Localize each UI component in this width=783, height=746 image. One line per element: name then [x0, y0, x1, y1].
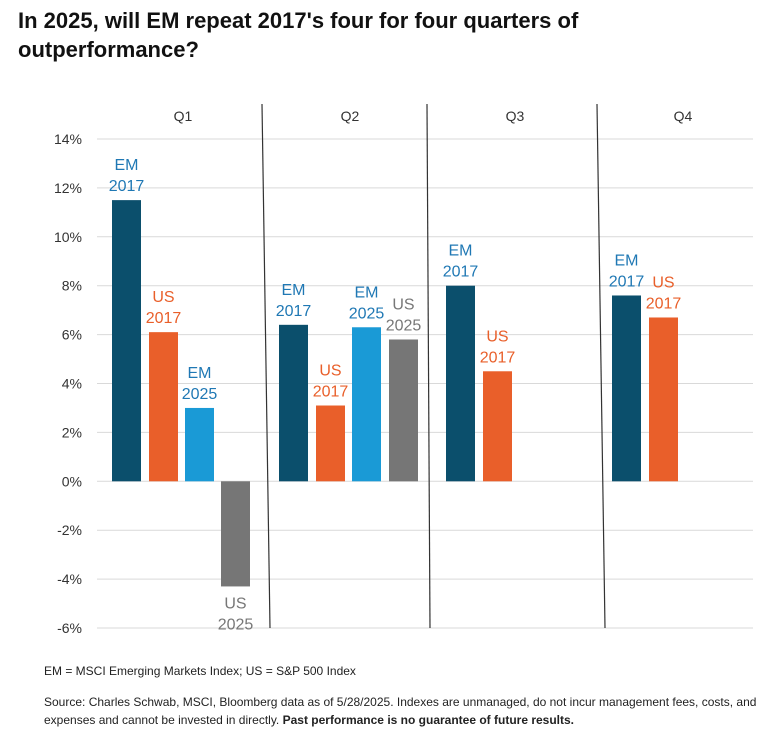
bar-label-year: 2025 [182, 386, 218, 403]
bar-label-series: US [152, 289, 174, 306]
bar-label-series: US [486, 328, 508, 345]
y-tick-label: -2% [57, 522, 82, 538]
bar-label-year: 2017 [109, 178, 145, 195]
bar-label-year: 2017 [276, 303, 312, 320]
footnote-definitions: EM = MSCI Emerging Markets Index; US = S… [44, 664, 356, 678]
y-tick-label: 10% [54, 229, 82, 245]
bar-label-series: EM [355, 284, 379, 301]
y-tick-label: 8% [62, 278, 82, 294]
bar-label-series: EM [282, 282, 306, 299]
bar-label-year: 2017 [443, 264, 479, 281]
quarter-divider [596, 103, 606, 629]
bar-em2025 [352, 327, 381, 482]
bar-label-series: EM [188, 365, 212, 382]
bar-label-series: EM [449, 243, 473, 260]
y-tick-label: -6% [57, 620, 82, 636]
disclaimer-text: Past performance is no guarantee of futu… [282, 713, 575, 727]
source-text: Source: Charles Schwab, MSCI, Bloomberg … [44, 695, 757, 727]
bar-label-year: 2017 [313, 384, 349, 401]
bar-label-series: US [319, 363, 341, 380]
bar-label-series: EM [115, 157, 139, 174]
y-tick-label: -4% [57, 571, 82, 587]
bar-label-series: US [652, 274, 674, 291]
quarter-label: Q1 [174, 108, 193, 124]
bar-us2017 [316, 405, 345, 482]
bar-label-year: 2017 [480, 349, 516, 366]
footnote-source: Source: Charles Schwab, MSCI, Bloomberg … [44, 693, 769, 729]
y-tick-label: 2% [62, 424, 82, 440]
y-tick-label: 4% [62, 376, 82, 392]
bar-label-year: 2025 [218, 616, 254, 633]
chart-title: In 2025, will EM repeat 2017's four for … [18, 8, 579, 62]
y-tick-label: 6% [62, 327, 82, 343]
bar-us2017 [149, 332, 178, 482]
bar-em2017 [612, 295, 641, 482]
bar-label-series: US [224, 595, 246, 612]
quarter-divider [261, 103, 271, 629]
bar-us2025 [221, 481, 250, 587]
bar-label-series: US [392, 296, 414, 313]
bar-label-series: EM [615, 252, 639, 269]
y-tick-label: 14% [54, 131, 82, 147]
bar-us2017 [649, 317, 678, 482]
bar-em2017 [446, 285, 475, 482]
bar-em2017 [279, 324, 308, 482]
bar-label-year: 2017 [646, 295, 682, 312]
quarter-divider [426, 103, 431, 629]
bar-em2025 [185, 407, 214, 482]
bar-label-year: 2017 [146, 310, 182, 327]
bar-us2017 [483, 371, 512, 482]
y-tick-label: 0% [62, 473, 82, 489]
bar-chart: 14% 12% 10% 8% 6% 4% 2% 0% -2% -4% -6% Q1 Q2 Q3 Q4 EM 20… [54, 103, 753, 636]
bar-em2017 [112, 200, 141, 482]
quarter-label: Q2 [341, 108, 360, 124]
bar-label-year: 2025 [386, 317, 422, 334]
bar-label-year: 2025 [349, 305, 385, 322]
bar-label-year: 2017 [609, 273, 645, 290]
y-tick-label: 12% [54, 180, 82, 196]
quarter-label: Q3 [506, 108, 525, 124]
quarter-label: Q4 [674, 108, 693, 124]
bar-us2025 [389, 339, 418, 482]
